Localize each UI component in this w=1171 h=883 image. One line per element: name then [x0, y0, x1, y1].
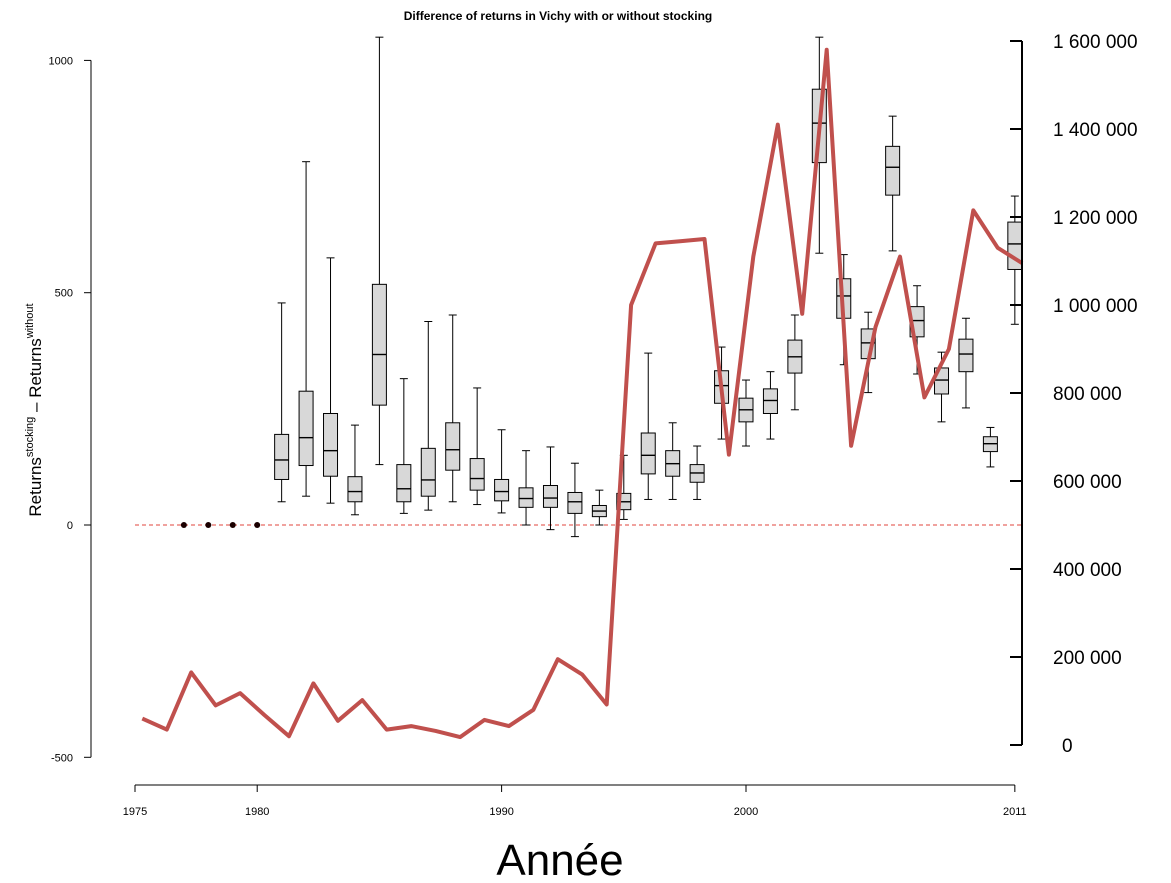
- x-axis: 1975 1980 1990 2000 2011: [123, 784, 1027, 818]
- y-axis-label-base2: Returns: [26, 338, 45, 398]
- right-axis-tick-label: 400 000: [1053, 560, 1122, 581]
- zero-point-group: [180, 522, 261, 528]
- x-axis-tick-label: 1975: [123, 806, 147, 818]
- box-iqr: [542, 485, 558, 508]
- boxplot-1982: [298, 161, 314, 497]
- box-iqr: [274, 433, 290, 480]
- right-axis-tick-label: 0: [1062, 736, 1073, 757]
- chart-title: Difference of returns in Vichy with or w…: [404, 9, 712, 23]
- box-iqr: [518, 487, 534, 508]
- boxplot-1992: [542, 446, 558, 531]
- right-axis-tick-label: 1 600 000: [1053, 32, 1138, 53]
- boxplot-2000: [738, 379, 754, 447]
- right-axis-tick-label: 1 400 000: [1053, 120, 1138, 141]
- x-axis-tick-label: 2000: [734, 806, 758, 818]
- box-iqr: [323, 412, 339, 477]
- y-axis-label-minus: –: [26, 398, 45, 417]
- y-axis-label-sup2: without: [24, 303, 36, 339]
- left-axis-tick-label: 1000: [49, 55, 73, 67]
- left-y-axis: -500 0 500 1000: [49, 55, 92, 764]
- boxplot-1989: [469, 387, 485, 506]
- x-axis-tick-label: 2011: [1003, 806, 1027, 818]
- zero-point-1977: [180, 522, 187, 528]
- box-iqr: [420, 447, 436, 497]
- boxplot-1996: [640, 352, 656, 500]
- boxplot-1994: [591, 489, 607, 526]
- boxplot-2009: [958, 317, 974, 409]
- box-iqr: [396, 464, 412, 503]
- boxplot-1997: [665, 422, 681, 500]
- boxplot-1987: [420, 321, 436, 511]
- boxplot-1988: [445, 314, 461, 503]
- right-axis-tick-label: 600 000: [1053, 472, 1122, 493]
- x-axis-label: Année: [496, 836, 623, 883]
- y-axis-label: Returnsstocking – Returnswithout: [24, 303, 45, 516]
- boxplot-2001: [762, 371, 778, 440]
- box-iqr: [885, 145, 901, 196]
- boxplot-1986: [396, 378, 412, 514]
- zero-point-1979: [229, 522, 236, 528]
- x-axis-tick-label: 1990: [489, 806, 513, 818]
- left-axis-tick-label: 0: [67, 520, 73, 532]
- right-axis-tick-label: 1 200 000: [1053, 208, 1138, 229]
- right-axis-tick-label: 800 000: [1053, 384, 1122, 405]
- zero-point-1980: [254, 522, 261, 528]
- box-iqr: [298, 390, 314, 467]
- boxplot-1991: [518, 450, 534, 526]
- stocking-series-line: [141, 47, 1024, 740]
- y-axis-label-base: Returns: [26, 457, 45, 517]
- right-y-axis: 0 200 000 400 000 600 000 800 000 1 000 000 1 …: [1010, 32, 1138, 757]
- box-iqr: [445, 422, 461, 471]
- box-iqr: [347, 476, 363, 503]
- boxplot-2010: [982, 426, 998, 468]
- left-axis-tick-label: -500: [51, 752, 73, 764]
- box-iqr: [640, 432, 656, 475]
- boxplot-1998: [689, 445, 705, 500]
- box-iqr: [958, 338, 974, 373]
- boxplot-group: [274, 36, 1023, 538]
- box-iqr: [371, 283, 387, 406]
- right-axis-tick-label: 200 000: [1053, 648, 1122, 669]
- box-iqr: [494, 478, 510, 502]
- box-iqr: [567, 491, 583, 514]
- box-iqr: [469, 458, 485, 491]
- plot-area: [135, 36, 1024, 740]
- boxplot-2002: [787, 314, 803, 411]
- boxplot-1993: [567, 462, 583, 538]
- boxplot-1981: [274, 302, 290, 503]
- boxplot-1984: [347, 424, 363, 516]
- boxplot-1990: [494, 429, 510, 514]
- boxplot-1985: [371, 36, 387, 466]
- y-axis-label-sup1: stocking: [24, 417, 36, 457]
- boxplot-1983: [323, 257, 339, 504]
- left-axis-tick-label: 500: [55, 288, 73, 300]
- boxplot-2006: [885, 115, 901, 252]
- x-axis-tick-label: 1980: [245, 806, 269, 818]
- zero-point-1978: [205, 522, 212, 528]
- right-axis-tick-label: 1 000 000: [1053, 296, 1138, 317]
